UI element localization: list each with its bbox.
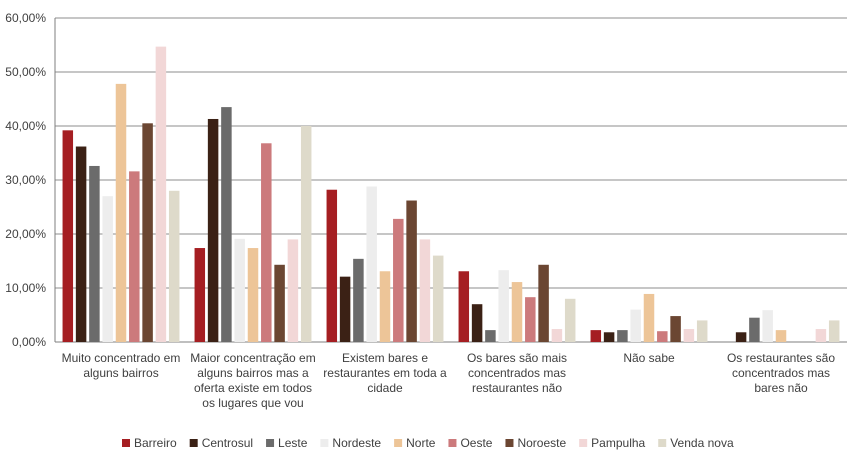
y-axis-tick-labels: 0,00% 10,00% 20,00% 30,00% 40,00% 50,00% 60,00… xyxy=(5,11,46,349)
bar-centrosul xyxy=(339,276,351,342)
legend-label: Noroeste xyxy=(517,436,566,450)
x-category-label: Muito concentrado em alguns bairros xyxy=(62,351,181,380)
bar-norte xyxy=(115,83,127,342)
bar-pampulha xyxy=(155,46,167,343)
legend: Barreiro Centrosul Leste Nordeste Norte Oeste… xyxy=(122,436,734,450)
bar-norte xyxy=(247,248,259,342)
bar-nordeste xyxy=(498,270,509,342)
legend-label: Pampulha xyxy=(591,436,645,450)
bar-oeste xyxy=(393,218,404,342)
y-tick-label: 40,00% xyxy=(5,119,46,133)
y-tick-label: 0,00% xyxy=(12,335,46,349)
bar-nordeste xyxy=(762,310,773,342)
y-tick-label: 20,00% xyxy=(5,227,46,241)
y-tick-label: 10,00% xyxy=(5,281,46,295)
y-tick-label: 30,00% xyxy=(5,173,46,187)
x-category-label: Os restaurantes são concentrados mas bares… xyxy=(727,351,835,395)
bar-venda-nova xyxy=(300,126,312,342)
legend-label: Norte xyxy=(406,436,436,450)
bar-centrosul xyxy=(735,332,747,342)
bar-nordeste xyxy=(234,238,245,342)
bar-venda-nova xyxy=(696,320,708,342)
legend-swatch xyxy=(505,439,514,447)
legend-label: Barreiro xyxy=(134,436,177,450)
legend-swatch xyxy=(579,439,588,447)
bar-venda-nova xyxy=(168,190,180,342)
bar-centrosul xyxy=(603,332,615,342)
legend-swatch xyxy=(122,439,130,447)
bar-centrosul xyxy=(75,146,87,342)
legend-swatch xyxy=(320,439,329,447)
bar-barreiro xyxy=(194,248,206,342)
legend-swatch xyxy=(266,439,275,447)
bar-venda-nova xyxy=(564,298,576,342)
bar-norte xyxy=(643,293,655,342)
legend-swatch xyxy=(448,439,457,447)
bar-noroeste xyxy=(142,123,153,342)
bar-oeste xyxy=(657,331,668,342)
bar-nordeste xyxy=(366,186,377,342)
bar-pampulha xyxy=(551,329,563,342)
bar-noroeste xyxy=(406,200,417,342)
legend-label: Venda nova xyxy=(670,436,734,450)
legend-label: Leste xyxy=(278,436,308,450)
bar-leste xyxy=(749,317,760,342)
y-tick-label: 60,00% xyxy=(5,11,46,25)
bar-leste xyxy=(617,330,628,342)
bar-norte xyxy=(775,330,787,342)
x-category-label: Não sabe xyxy=(623,351,675,365)
gridlines xyxy=(54,17,847,343)
bar-leste xyxy=(89,165,100,342)
bar-barreiro xyxy=(458,271,470,342)
bars xyxy=(62,46,840,343)
legend-label: Centrosul xyxy=(202,436,253,450)
legend-swatch xyxy=(189,439,198,447)
bar-pampulha xyxy=(287,239,299,342)
bar-norte xyxy=(511,282,523,342)
x-category-label: Existem bares e restaurantes em toda a cid… xyxy=(323,351,447,395)
bar-leste xyxy=(485,330,496,342)
bar-noroeste xyxy=(274,264,285,342)
bar-centrosul xyxy=(207,118,219,342)
bar-pampulha xyxy=(419,239,431,342)
bar-norte xyxy=(379,271,391,342)
bar-leste xyxy=(221,107,232,342)
bar-oeste xyxy=(525,297,536,342)
bar-venda-nova xyxy=(432,255,444,342)
bar-pampulha xyxy=(815,329,827,342)
y-tick-label: 50,00% xyxy=(5,65,46,79)
bar-oeste xyxy=(129,171,140,342)
bar-venda-nova xyxy=(828,320,840,342)
x-category-label: Maior concentração em alguns bairros mas … xyxy=(190,351,315,410)
bar-noroeste xyxy=(538,264,549,342)
x-category-label: Os bares são mais concentrados mas restaur… xyxy=(467,351,567,395)
bar-nordeste xyxy=(102,196,113,342)
bar-leste xyxy=(353,258,364,342)
bar-pampulha xyxy=(683,329,695,342)
bar-centrosul xyxy=(471,304,483,342)
legend-label: Oeste xyxy=(460,436,492,450)
bar-oeste xyxy=(261,143,272,342)
bar-barreiro xyxy=(326,189,338,342)
legend-swatch xyxy=(658,439,667,447)
bar-noroeste xyxy=(670,316,681,342)
bar-nordeste xyxy=(630,309,641,342)
x-axis-category-labels: Muito concentrado em alguns bairros Maior … xyxy=(62,351,836,410)
legend-label: Nordeste xyxy=(332,436,381,450)
bar-barreiro xyxy=(590,330,602,342)
bar-barreiro xyxy=(62,130,74,342)
legend-swatch xyxy=(394,439,403,447)
